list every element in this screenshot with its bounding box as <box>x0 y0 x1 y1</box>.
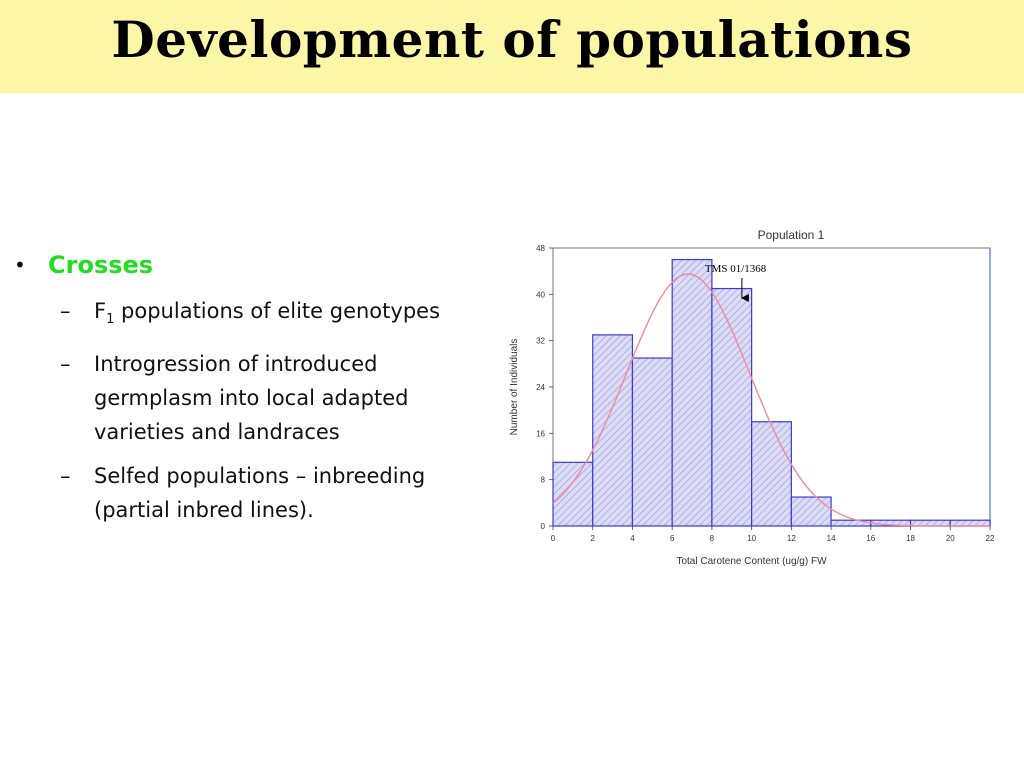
page-title: Development of populations <box>111 10 913 69</box>
y-tick-label: 32 <box>536 337 545 346</box>
x-tick-label: 4 <box>630 534 635 543</box>
sub-bullet-introgression: – Introgression of introduced germplasm … <box>60 347 454 449</box>
sub-bullet-text: Introgression of introduced germplasm in… <box>94 352 409 445</box>
sub-bullet-text: F1 populations of elite genotypes <box>94 294 444 337</box>
bullet-crosses-label: Crosses <box>48 251 154 279</box>
x-tick-label: 16 <box>866 534 875 543</box>
y-tick-label: 40 <box>536 290 545 299</box>
histogram-bar <box>671 258 713 527</box>
sub-bullet-text-part: populations of elite genotypes <box>114 299 441 323</box>
bullet-list: • Crosses – F1 populations of elite geno… <box>14 248 454 537</box>
y-tick-label: 48 <box>536 244 545 253</box>
x-axis-label: Total Carotene Content (ug/g) FW <box>676 556 827 567</box>
title-bar <box>0 0 1024 93</box>
sub-bullet-text: Selfed populations – inbreeding (partial… <box>94 464 426 523</box>
histogram-bar <box>592 334 634 527</box>
x-tick-label: 0 <box>551 534 556 543</box>
sub-bullet-text-part: F <box>94 299 107 323</box>
x-tick-label: 14 <box>827 534 836 543</box>
sub-bullet-selfed: – Selfed populations – inbreeding (parti… <box>60 459 454 527</box>
y-tick-label: 24 <box>536 383 545 392</box>
subscript: 1 <box>106 312 115 328</box>
dash-icon: – <box>60 299 71 323</box>
y-tick-label: 0 <box>541 522 546 531</box>
dash-icon: – <box>60 464 71 489</box>
histogram-bar <box>790 496 832 527</box>
histogram-bar <box>751 421 792 527</box>
dash-icon: – <box>60 352 71 377</box>
x-tick-label: 20 <box>946 534 955 543</box>
x-tick-label: 22 <box>986 534 995 543</box>
x-tick-label: 18 <box>906 534 915 543</box>
annotation-label: TMS 01/1368 <box>705 263 767 275</box>
x-tick-label: 10 <box>747 534 756 543</box>
y-axis-label: Number of Individuals <box>509 339 520 436</box>
y-tick-label: 8 <box>541 476 546 485</box>
histogram-bar <box>949 519 991 527</box>
histogram-bar <box>830 519 872 527</box>
histogram-bar <box>552 461 594 527</box>
y-tick-label: 16 <box>536 429 545 438</box>
histogram-bar <box>711 287 753 527</box>
histogram-bar <box>631 357 673 527</box>
x-tick-label: 6 <box>670 534 675 543</box>
sub-bullet-f1: – F1 populations of elite genotypes <box>60 294 454 337</box>
x-tick-label: 8 <box>710 534 715 543</box>
chart-title: Population 1 <box>758 228 825 242</box>
bullet-crosses: • Crosses <box>14 248 454 282</box>
bullet-dot-icon: • <box>14 253 26 277</box>
x-tick-label: 12 <box>787 534 796 543</box>
x-tick-label: 2 <box>591 534 596 543</box>
normal-curve-line <box>552 273 990 527</box>
